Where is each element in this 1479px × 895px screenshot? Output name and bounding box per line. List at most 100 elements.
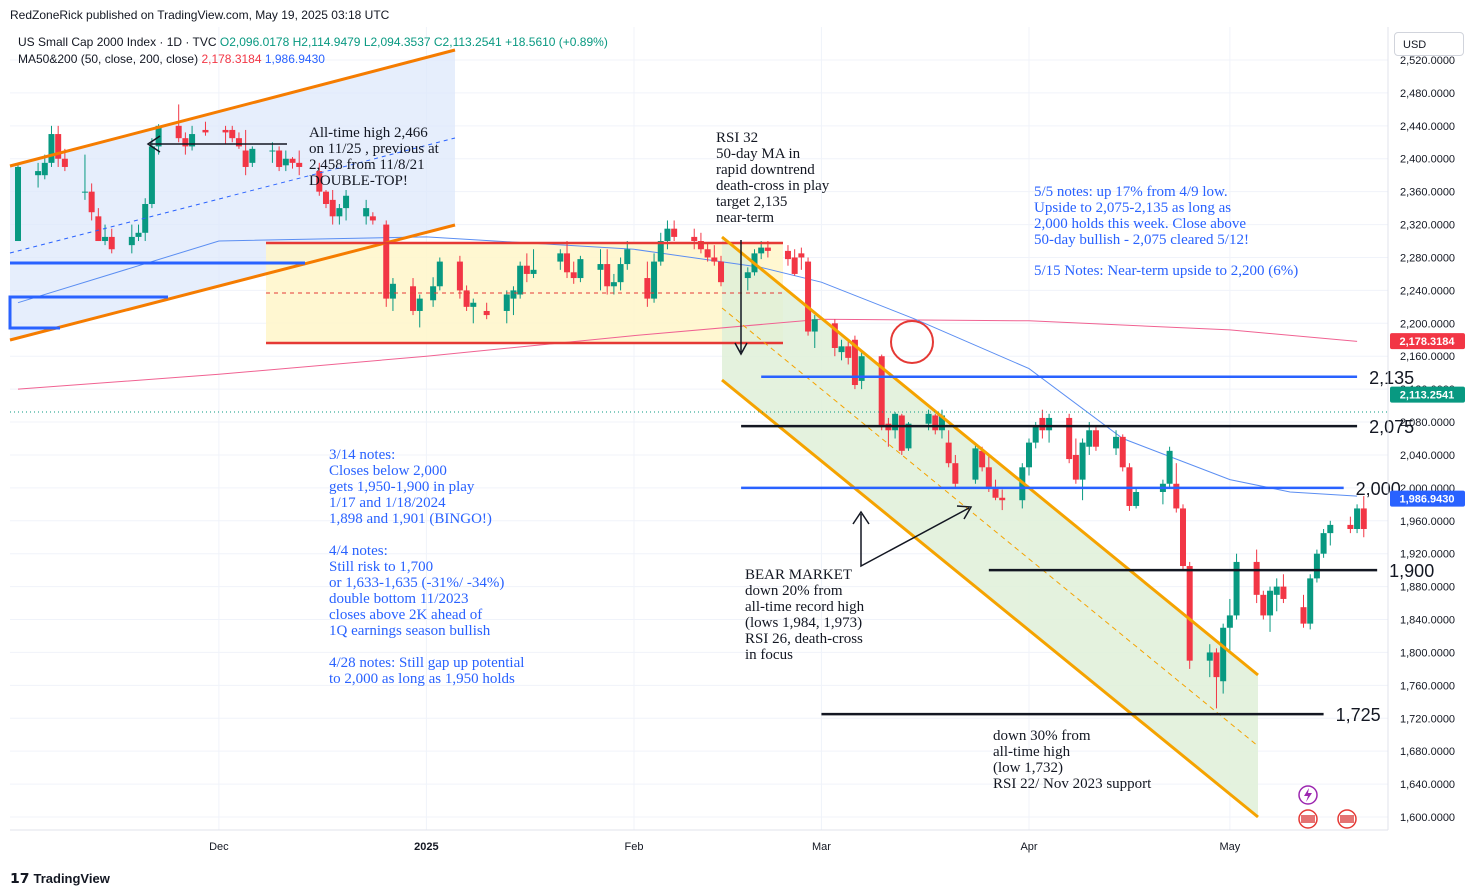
level-label: 2,000 [1356,479,1401,499]
ma200-value: 1,986.9430 [264,52,325,66]
candle-body [764,247,771,251]
annotation-line: 5/15 Notes: Near-term upside to 2,200 (6… [1034,263,1298,279]
candle-body [1233,561,1240,616]
annotation-notes314: 3/14 notes: Closes below 2,000 gets 1,950-… [329,447,492,527]
annotation-down30: down 30% from all-time high (low 1,732) RSI… [993,728,1152,792]
annotation-notes428: 4/28 notes: Still gap up potential to 2,0… [329,655,524,687]
annotation-line: down 30% from [993,728,1091,744]
y-tick-label: 1,840.0000 [1400,615,1455,627]
candle-body [1360,508,1367,530]
candle-body [1307,578,1314,624]
candle-body [979,450,986,468]
candle-body [1320,533,1327,554]
annotation-line: closes above 2K ahead of [329,607,482,623]
annotation-line: all-time record high [745,599,865,615]
x-tick-label: 2025 [414,841,438,853]
candle-body [985,467,992,488]
price-tag-ma200 [1390,490,1465,507]
y-tick-label: 2,200.0000 [1400,318,1455,330]
candle-body [1026,442,1032,468]
candle-body [651,261,658,299]
level-label: 1,900 [1389,561,1434,581]
descending-channel-lower [721,378,1259,819]
annotation-line: RSI 32 [716,130,758,146]
x-axis[interactable]: Dec 2025 Feb Mar Apr May [209,841,1241,853]
candle-body [791,257,798,274]
y-axis[interactable]: 1,600.0000 1,640.0000 1,680.0000 1,720.0000… [1400,55,1455,824]
candle-body [95,216,102,242]
candle-body [1119,436,1126,468]
level-label: 1,725 [1336,705,1381,725]
candle-body [456,261,463,291]
level-label: 2,135 [1369,368,1414,388]
ma-legend[interactable]: MA50&200 (50, close, 200, close) 2,178.3… [18,52,325,66]
candle-body [383,224,390,299]
y-tick-label: 1,600.0000 [1400,812,1455,824]
candle-body [845,346,852,358]
y-tick-label: 1,760.0000 [1400,680,1455,692]
ma-label[interactable]: MA50&200 (50, close, 200, close) [18,52,199,66]
y-tick-label: 2,440.0000 [1400,121,1455,133]
annotation-line: 4/28 notes: Still gap up potential [329,655,524,671]
candle-body [336,208,343,217]
candle-body [128,236,135,246]
candle-body [1032,426,1039,443]
annotation-bear: BEAR MARKET down 20% from all-time record … [745,567,865,663]
y-tick-label: 2,400.0000 [1400,154,1455,166]
candle-body [1354,508,1361,530]
candle-body [108,236,115,250]
annotation-line: RSI 26, death-cross [745,631,863,647]
candle-body [523,265,530,274]
candle-body [1253,561,1260,595]
annotation-notes55: 5/5 notes: up 17% from 4/9 low. Upside to… [1034,184,1249,248]
candle-body [1260,594,1267,616]
open-value: O2,096.0178 [219,35,290,49]
drawings [8,48,1259,819]
candle-body [1300,607,1307,624]
x-tick-label: Mar [812,841,831,853]
annotation-line: double bottom 11/2023 [329,591,468,607]
us-flag-stripes [1301,815,1315,823]
event-icons[interactable] [1298,785,1357,829]
candle-body [697,241,704,250]
annotation-ath: All-time high 2,466 on 11/25 , previous a… [309,125,440,189]
candle-body [88,191,95,213]
annotation-line: Closes below 2,000 [329,463,447,479]
candle-body [1113,436,1120,449]
candle-body [704,249,711,258]
candle-body [510,290,517,299]
price-tag-label: 1,986.9430 [1399,494,1454,506]
y-tick-label: 1,680.0000 [1400,746,1455,758]
candle-body [530,269,537,274]
x-tick-label: May [1219,841,1240,853]
candle-body [610,282,617,287]
candle-body [1079,442,1086,480]
candle-body [135,232,142,237]
annotation-line: 5/5 notes: up 17% from 4/9 low. [1034,184,1228,200]
candle-body [805,261,812,332]
channel-bracket [8,295,168,330]
candle-body [55,134,62,159]
annotation-line: BEAR MARKET [745,567,852,583]
candle-body [329,199,336,217]
candle-body [604,264,611,287]
annotation-line: death-cross in play [716,178,830,194]
annotation-line: RSI 22/ Nov 2023 support [993,776,1152,792]
candle-body [1347,524,1354,530]
ohlc-legend[interactable]: US Small Cap 2000 Index · 1D · TVC O2,09… [18,35,608,49]
symbol-name[interactable]: US Small Cap 2000 Index · 1D · TVC [18,35,217,49]
candle-body [1226,615,1233,628]
annotation-line: DOUBLE-TOP! [309,173,408,189]
candle-body [945,442,952,464]
annotation-line: or 1,633-1,635 (-31%/ -34%) [329,575,504,591]
candle-body [1327,524,1334,534]
candle-body [858,356,865,381]
candle-body [102,236,109,242]
currency-button[interactable]: USD [1394,32,1464,56]
candle-body [289,158,296,163]
tradingview-footer[interactable]: 𝟭𝟳 TradingView [10,870,110,887]
price-tags: 2,178.3184 2,113.2541 1,986.9430 [1390,333,1465,507]
candle-body [925,413,932,424]
y-tick-label: 1,800.0000 [1400,647,1455,659]
